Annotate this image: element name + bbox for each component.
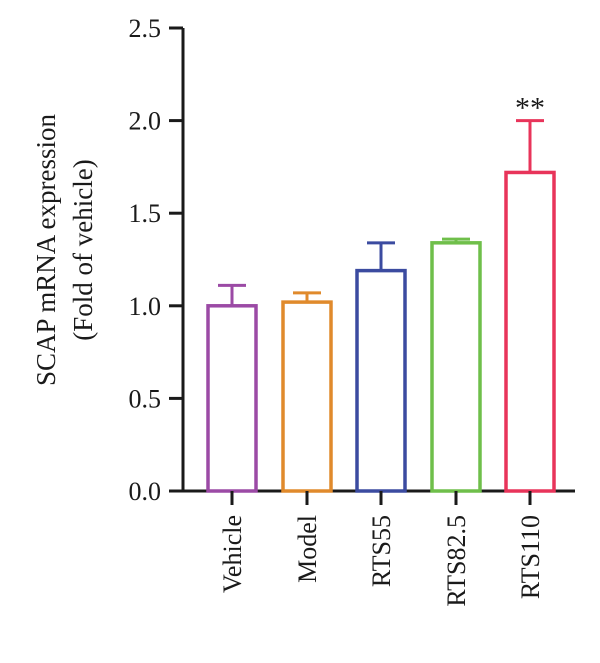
y-ticks: 0.0 0.5 1.0 1.5 2.0 2.5 <box>129 14 183 506</box>
bar-rts55 <box>355 268 407 493</box>
y-axis-title-line1: SCAP mRNA expression <box>31 113 61 386</box>
annotations: ** <box>515 92 545 125</box>
bar-vehicle <box>206 304 258 493</box>
x-tick-label-vehicle: Vehicle <box>218 515 247 593</box>
bar-model <box>281 300 333 493</box>
x-tick-label-rts55: RTS55 <box>367 515 396 587</box>
bar-rts82.5 <box>430 241 482 493</box>
x-tick-label-rts110: RTS110 <box>516 515 545 599</box>
y-axis-title: SCAP mRNA expression (Fold of vehicle) <box>31 113 98 386</box>
y-tick-label: 2.0 <box>129 107 162 136</box>
significance-label: ** <box>515 92 545 125</box>
y-tick-label: 0.0 <box>129 477 162 506</box>
x-tick-label-model: Model <box>293 515 322 583</box>
bar-rts110 <box>504 170 556 493</box>
y-axis-title-line2: (Fold of vehicle) <box>68 159 98 340</box>
y-tick-label: 1.5 <box>129 199 162 228</box>
y-tick-label: 0.5 <box>129 384 162 413</box>
x-tick-label-rts82.5: RTS82.5 <box>442 515 471 607</box>
x-tick-labels: Vehicle Model RTS55 RTS82.5 RTS110 <box>218 491 545 607</box>
y-tick-label: 2.5 <box>129 14 162 43</box>
y-tick-label: 1.0 <box>129 292 162 321</box>
bars <box>206 119 556 493</box>
